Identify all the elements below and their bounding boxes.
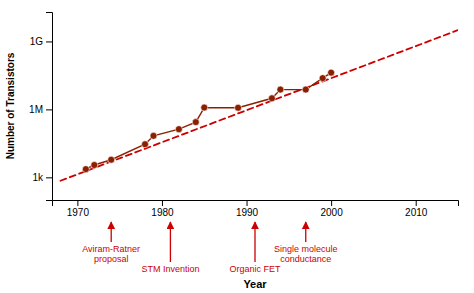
series-point: [82, 166, 89, 173]
series-point: [108, 156, 115, 163]
series-point: [175, 126, 182, 133]
annotation-arrow: [254, 222, 255, 262]
y-tick-mark: [46, 109, 52, 110]
x-tick-mark: [331, 200, 332, 206]
series-point: [192, 119, 199, 126]
y-tick-label: 1k: [32, 172, 44, 183]
x-tick: 1970: [67, 200, 90, 218]
series-point: [91, 162, 98, 169]
x-tick-mark: [416, 200, 417, 206]
x-tick: 1980: [151, 200, 174, 218]
annotation-arrow: [111, 222, 112, 242]
x-tick-mark: [162, 200, 163, 206]
series-point: [268, 95, 275, 102]
y-axis-title: Number of Transistors: [5, 52, 16, 159]
x-tick-label: 1990: [236, 207, 259, 218]
plot-area: [60, 30, 458, 181]
y-tick: 1M: [29, 104, 52, 115]
x-tick-label: 2000: [321, 207, 344, 218]
x-tick-label: 1980: [151, 207, 174, 218]
x-tick-mark: [77, 200, 78, 206]
y-tick: 1k: [32, 172, 52, 183]
y-tick-mark: [46, 41, 52, 42]
x-tick-label: 2010: [405, 207, 428, 218]
chart: 1970 1980 1990 2000 2010 1k 1M 1G Aviram-Ratnerp…: [0, 0, 474, 293]
annotation: Single moleculeconductance: [274, 244, 338, 264]
series-point: [319, 75, 326, 82]
series-line: [60, 30, 458, 181]
y-tick-label: 1M: [29, 104, 43, 115]
series-point: [235, 104, 242, 111]
x-tick-label: 1970: [67, 207, 90, 218]
series-point: [328, 69, 335, 76]
series-line: [86, 73, 331, 170]
y-axis: 1k 1M 1G: [29, 13, 52, 201]
y-tick-mark: [46, 177, 52, 178]
series-point: [142, 141, 149, 148]
annotation: STM Invention: [141, 264, 199, 274]
annotation: Organic FET: [229, 264, 281, 274]
x-axis: 1970 1980 1990 2000 2010: [53, 200, 459, 218]
series-point: [277, 86, 284, 93]
series-point: [302, 86, 309, 93]
x-axis-line: [53, 201, 459, 207]
y-tick-label: 1G: [30, 36, 44, 47]
y-tick: 1G: [30, 36, 52, 47]
annotation-arrow: [170, 222, 171, 262]
y-axis-line: [46, 13, 53, 201]
annotation: Aviram-Ratnerproposal: [82, 244, 140, 264]
series-point: [201, 104, 208, 111]
x-tick: 1990: [236, 200, 259, 218]
x-tick: 2010: [405, 200, 428, 218]
x-tick: 2000: [321, 200, 344, 218]
x-axis-title: Year: [243, 278, 267, 290]
x-tick-mark: [247, 200, 248, 206]
series-point: [150, 132, 157, 139]
annotation-arrow: [305, 222, 306, 242]
